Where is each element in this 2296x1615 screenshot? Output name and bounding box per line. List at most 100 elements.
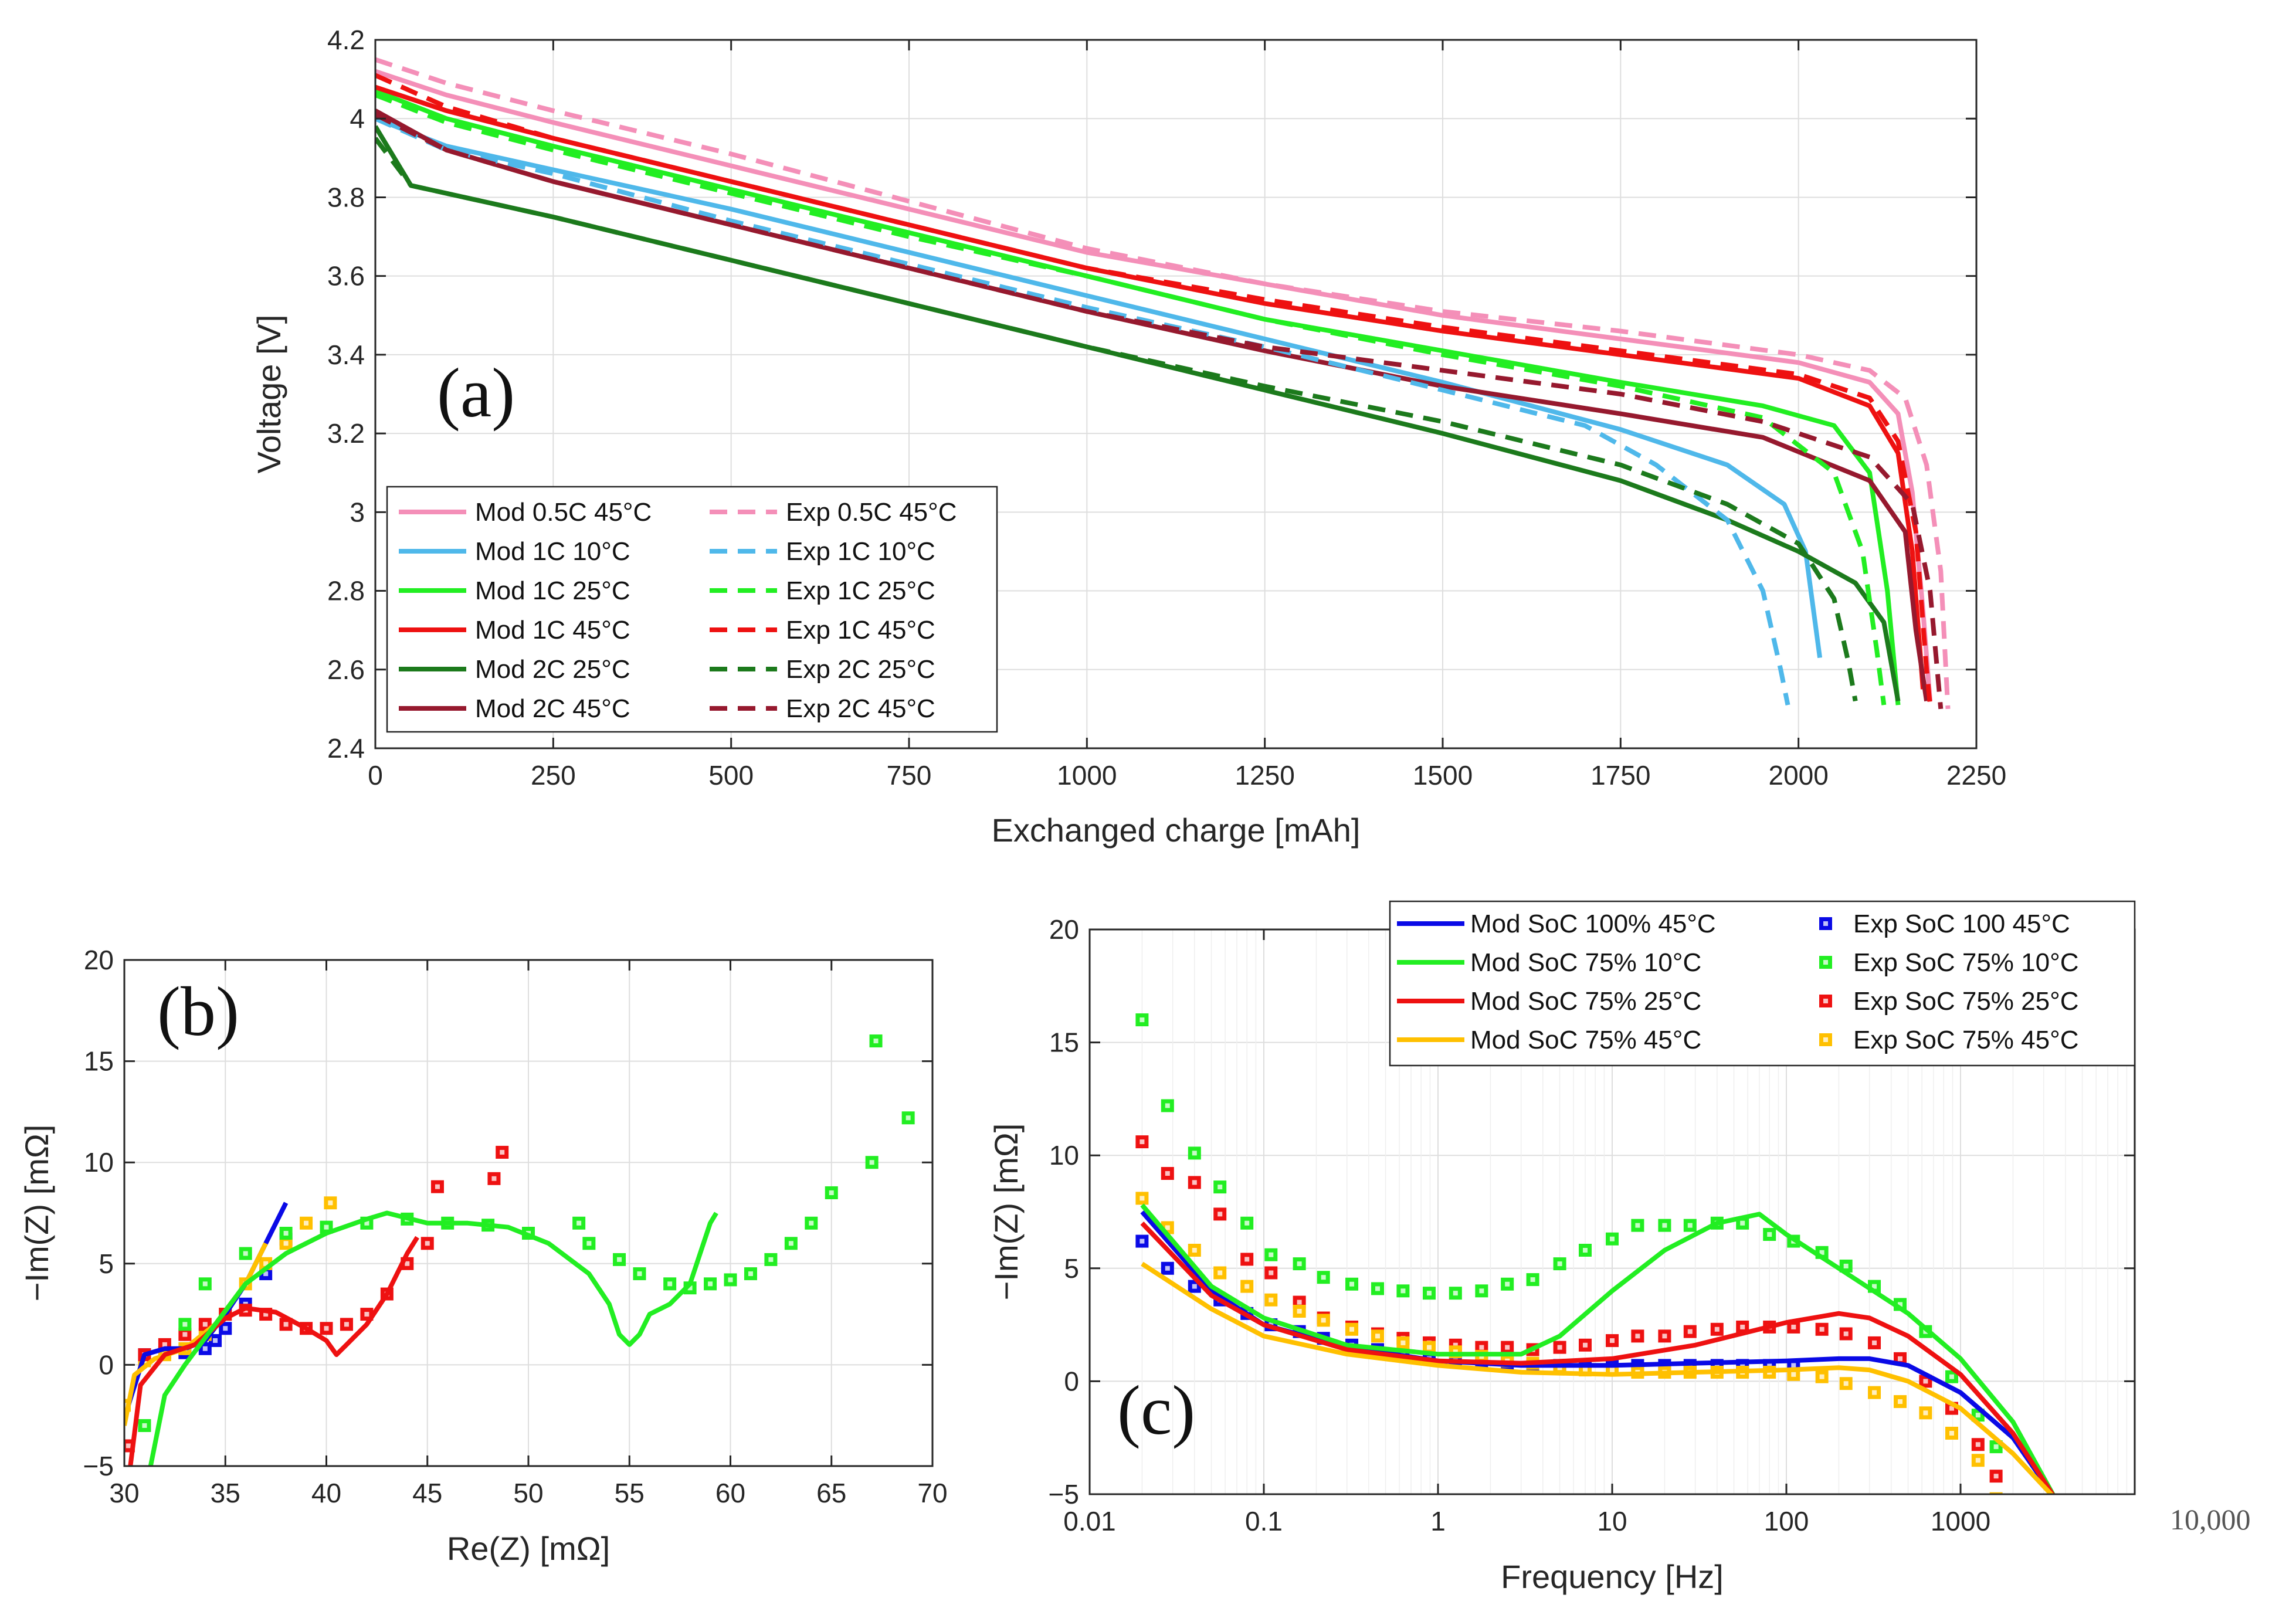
panel-a-series-line — [375, 137, 1858, 702]
panel-b-x-tick-label: 70 — [917, 1478, 947, 1508]
panel-b-data-point-center — [667, 1281, 673, 1287]
panel-a-y-axis-label: Voltage [V] — [250, 315, 287, 474]
panel-b-data-point-center — [142, 1423, 147, 1428]
panel-c-data-point-center — [1582, 1368, 1588, 1373]
panel-b-data-point-center — [283, 1231, 289, 1236]
panel-a-y-tick-label: 3 — [350, 497, 365, 527]
panel-b-data-point-center — [873, 1039, 879, 1044]
panel-a-x-tick-label: 750 — [887, 760, 932, 790]
panel-c-data-point-center — [1426, 1291, 1432, 1296]
panel-c-legend-label: Mod SoC 75% 25°C — [1470, 987, 1701, 1016]
panel-b-y-tick-label: 15 — [84, 1046, 114, 1077]
panel-c-x-tick-label: 0.1 — [1245, 1506, 1283, 1536]
panel-c-data-point-center — [1635, 1223, 1640, 1228]
panel-b-data-point-center — [788, 1241, 793, 1246]
panel-c-data-point-center — [1635, 1334, 1640, 1339]
panel-c-data-point-center — [1819, 1326, 1824, 1332]
panel-c-data-point-center — [1843, 1331, 1849, 1336]
panel-a-x-axis-label: Exchanged charge [mAh] — [992, 812, 1361, 849]
panel-b-data-point-center — [829, 1190, 834, 1195]
panel-a-x-tick-label: 1000 — [1057, 760, 1117, 790]
panel-a-legend-label: Exp 2C 45°C — [786, 694, 935, 723]
panel-c-legend-label: Exp SoC 75% 45°C — [1853, 1026, 2078, 1054]
panel-c-data-point-center — [1993, 1474, 1999, 1479]
panel-b-data-point-center — [162, 1342, 167, 1347]
panel-c-data-point — [1989, 1492, 2003, 1494]
panel-c-data-point-center — [1217, 1270, 1223, 1275]
panel-c-data-point-center — [1269, 1270, 1274, 1275]
panel-c-data-point-center — [1610, 1236, 1615, 1241]
panel-c-x-axis-label: Frequency [Hz] — [1501, 1558, 1724, 1595]
panel-a-axes-frame — [374, 39, 1978, 749]
panel-b-data-point-center — [869, 1160, 874, 1165]
panel-a-legend-label: Exp 1C 45°C — [786, 616, 935, 644]
panel-a-x-tick-label: 2000 — [1768, 760, 1828, 790]
panel-c-y-tick-label: 10 — [1049, 1140, 1079, 1170]
panel-b-data-point-center — [491, 1176, 497, 1181]
panel-c-data-point-center — [1217, 1212, 1223, 1217]
panel-c-data-point-center — [1872, 1340, 1877, 1345]
panel-c-data-point-center — [1819, 1250, 1824, 1255]
panel-b-x-tick-label: 30 — [109, 1478, 139, 1508]
panel-c-data-point-center — [1791, 1324, 1796, 1329]
panel-c-legend-swatch-center — [1823, 1037, 1828, 1042]
panel-b-data-point-center — [202, 1281, 208, 1287]
panel-c-data-point-center — [1767, 1363, 1772, 1368]
panel-a-x-tick-label: 1500 — [1413, 760, 1473, 790]
panel-b-x-tick-label: 50 — [513, 1478, 543, 1508]
panel-b-series-line — [148, 1210, 718, 1466]
panel-a-x-tick-label: 1750 — [1590, 760, 1650, 790]
panel-c-data-point-center — [1165, 1171, 1170, 1176]
panel-a-series-line — [375, 112, 1944, 710]
panel-a-x-tick-label: 0 — [368, 760, 383, 790]
panel-a-y-tick-label: 2.6 — [327, 654, 365, 685]
panel-c-y-tick-label: 15 — [1049, 1027, 1079, 1058]
panel-c-data-point-center — [1898, 1356, 1903, 1361]
panel-c-data-point-center — [1297, 1308, 1302, 1314]
panel-c-data-point-center — [1349, 1326, 1355, 1332]
panel-c-data-point-center — [1349, 1281, 1355, 1287]
panel-c-data-point-center — [1975, 1458, 1980, 1463]
panel-c-data-point-center — [1244, 1220, 1250, 1226]
panel-b-data-point-center — [182, 1322, 188, 1327]
panel-a-y-tick-label: 3.2 — [327, 418, 365, 449]
panel-b-data-point-center — [405, 1261, 410, 1266]
panel-a-chart: 0 250 500 750 1000 1250 1500 1750 2000 2250 2.4 2.6… — [250, 25, 2006, 849]
panel-b-data-point-center — [344, 1322, 349, 1327]
panel-c-data-point-center — [1139, 1239, 1145, 1244]
panel-c-legend-label: Exp SoC 100 45°C — [1853, 910, 2070, 938]
panel-c-y-tick-label: −5 — [1049, 1479, 1079, 1509]
panel-a-y-tick-label: 2.4 — [327, 733, 365, 764]
panel-c-data-point-center — [1139, 1139, 1145, 1145]
panel-b-data-point-center — [708, 1281, 713, 1287]
panel-b-data-point-center — [126, 1443, 131, 1448]
panel-b-data-point-center — [263, 1312, 269, 1317]
panel-b-data-point-center — [905, 1115, 911, 1121]
panel-a-series-line — [375, 116, 1823, 659]
panel-c-data-point-center — [1192, 1247, 1197, 1253]
panel-c-legend-label: Mod SoC 100% 45°C — [1470, 910, 1716, 938]
panel-c-data-point-center — [1662, 1334, 1667, 1339]
panel-c-data-point-center — [1714, 1326, 1720, 1332]
panel-b-series-line — [128, 1236, 419, 1466]
panel-b-data-point-center — [263, 1271, 269, 1277]
panel-c-data-point-center — [1269, 1297, 1274, 1302]
panel-b-data-point-center — [304, 1220, 309, 1226]
panel-b-data-point-center — [748, 1271, 753, 1277]
panel-c-legend-swatch-center — [1823, 960, 1828, 965]
panel-b-data-point-center — [213, 1338, 218, 1343]
panel-b-data-point-center — [809, 1220, 814, 1226]
panel-b-plot-content — [124, 1034, 915, 1466]
panel-c-data-point-center — [1400, 1288, 1406, 1294]
panel-c-data-point-center — [1767, 1232, 1772, 1237]
panel-c-extra-tick-label: 10,000 — [2170, 1503, 2251, 1536]
panel-c-x-tick-label: 10 — [1597, 1506, 1627, 1536]
panel-c-data-point-center — [1819, 1374, 1824, 1379]
panel-b-data-point-center — [124, 1403, 127, 1408]
panel-c-data-point-center — [1479, 1288, 1484, 1294]
panel-c-data-point-center — [1453, 1291, 1458, 1296]
panel-b-y-tick-label: −5 — [83, 1451, 114, 1481]
panel-b-chart: 30 35 40 45 50 55 60 65 70 −5 0 5 10 15 20 Re(Z) [mΩ] −I… — [18, 945, 948, 1567]
panel-c-data-point-center — [1297, 1300, 1302, 1305]
panel-a-series-line — [375, 84, 1925, 690]
